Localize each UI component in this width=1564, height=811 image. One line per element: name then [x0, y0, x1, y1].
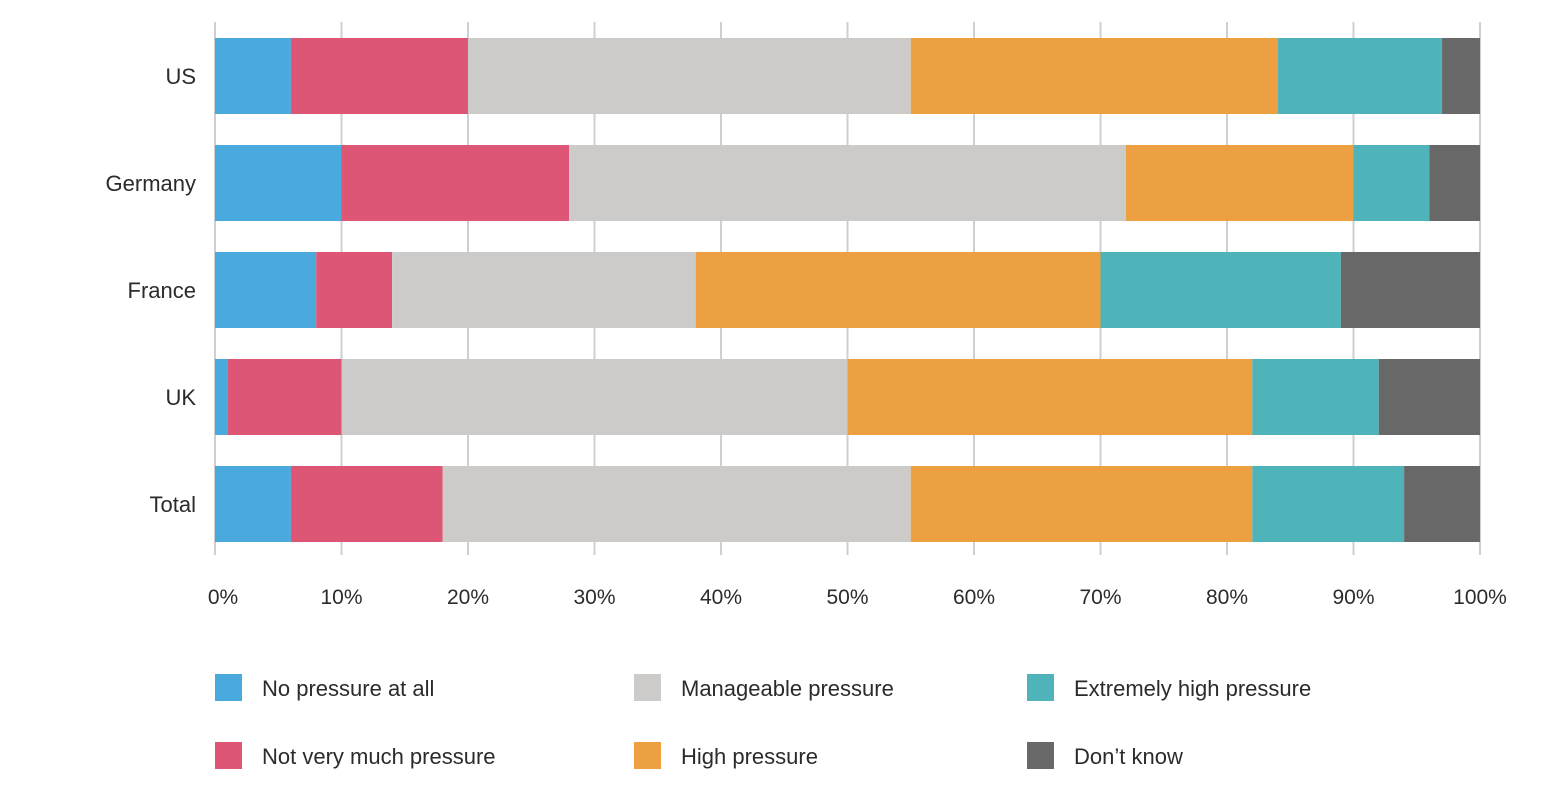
legend-label: Manageable pressure [681, 676, 894, 701]
bar-segment-france-not-very-much-pressure [316, 252, 393, 328]
bar-segment-us-not-very-much-pressure [290, 38, 468, 114]
legend-swatch [634, 674, 661, 701]
x-axis: 0% 10% 20% 30% 40% 50% 60% 70% 80% 90% 100% [208, 545, 1507, 609]
legend-label: Not very much pressure [262, 744, 496, 769]
bar-segment-us-manageable-pressure [468, 38, 911, 114]
legend-item-manageable-pressure: Manageable pressure [634, 674, 894, 701]
x-tick-label: 60% [953, 586, 995, 609]
bar-segment-total-high-pressure [910, 466, 1253, 542]
bar-segment-germany-high-pressure [1125, 145, 1354, 221]
legend-item-extremely-high-pressure: Extremely high pressure [1027, 674, 1311, 701]
category-label-uk: UK [165, 385, 196, 410]
bar-segment-france-don-t-know [1340, 252, 1480, 328]
legend-item-no-pressure-at-all: No pressure at all [215, 674, 434, 701]
legend-label: High pressure [681, 744, 818, 769]
bar-segment-us-extremely-high-pressure [1277, 38, 1443, 114]
x-tick-label: 40% [700, 586, 742, 609]
bar-segment-germany-no-pressure-at-all [215, 145, 342, 221]
category-label-us: US [165, 64, 196, 89]
bar-segment-germany-not-very-much-pressure [341, 145, 570, 221]
legend-swatch [215, 674, 242, 701]
bar-segment-total-extremely-high-pressure [1252, 466, 1405, 542]
bars [215, 38, 1480, 542]
bar-segment-uk-no-pressure-at-all [215, 359, 228, 435]
bar-segment-total-not-very-much-pressure [290, 466, 443, 542]
x-tick-label: 10% [320, 586, 362, 609]
bar-segment-us-high-pressure [910, 38, 1278, 114]
legend-item-don-t-know: Don’t know [1027, 742, 1183, 769]
category-label-germany: Germany [106, 171, 196, 196]
category-labels: US Germany France UK Total [106, 64, 197, 517]
legend: No pressure at all Not very much pressure… [215, 674, 1311, 769]
legend-label: Extremely high pressure [1074, 676, 1311, 701]
x-tick-label: 0% [208, 586, 238, 609]
legend-item-high-pressure: High pressure [634, 742, 818, 769]
bar-row-us [215, 38, 1480, 114]
legend-item-not-very-much-pressure: Not very much pressure [215, 742, 496, 769]
legend-swatch [1027, 742, 1054, 769]
x-tick-label: 20% [447, 586, 489, 609]
bar-segment-total-no-pressure-at-all [215, 466, 291, 542]
bar-segment-france-no-pressure-at-all [215, 252, 317, 328]
bar-segment-germany-manageable-pressure [569, 145, 1126, 221]
legend-label: No pressure at all [262, 676, 434, 701]
bar-segment-us-no-pressure-at-all [215, 38, 291, 114]
bar-segment-uk-high-pressure [847, 359, 1253, 435]
legend-swatch [634, 742, 661, 769]
x-tick-label: 70% [1079, 586, 1121, 609]
x-tick-label: 80% [1206, 586, 1248, 609]
bar-segment-uk-extremely-high-pressure [1252, 359, 1379, 435]
legend-label: Don’t know [1074, 744, 1183, 769]
bar-segment-germany-don-t-know [1429, 145, 1480, 221]
x-tick-label: 100% [1453, 586, 1507, 609]
bar-row-germany [215, 145, 1480, 221]
legend-swatch [215, 742, 242, 769]
category-label-total: Total [150, 492, 196, 517]
bar-segment-germany-extremely-high-pressure [1353, 145, 1430, 221]
bar-segment-us-don-t-know [1442, 38, 1480, 114]
bar-segment-uk-don-t-know [1378, 359, 1480, 435]
bar-segment-uk-manageable-pressure [341, 359, 848, 435]
x-tick-label: 50% [826, 586, 868, 609]
category-label-france: France [128, 278, 196, 303]
bar-row-uk [215, 359, 1480, 435]
bar-segment-total-manageable-pressure [442, 466, 911, 542]
bar-segment-uk-not-very-much-pressure [227, 359, 342, 435]
bar-segment-france-manageable-pressure [392, 252, 696, 328]
bar-row-total [215, 466, 1480, 542]
bar-row-france [215, 252, 1480, 328]
bar-segment-france-extremely-high-pressure [1100, 252, 1341, 328]
x-tick-label: 30% [573, 586, 615, 609]
bar-segment-total-don-t-know [1404, 466, 1480, 542]
x-tick-label: 90% [1332, 586, 1374, 609]
legend-swatch [1027, 674, 1054, 701]
bar-segment-france-high-pressure [695, 252, 1101, 328]
